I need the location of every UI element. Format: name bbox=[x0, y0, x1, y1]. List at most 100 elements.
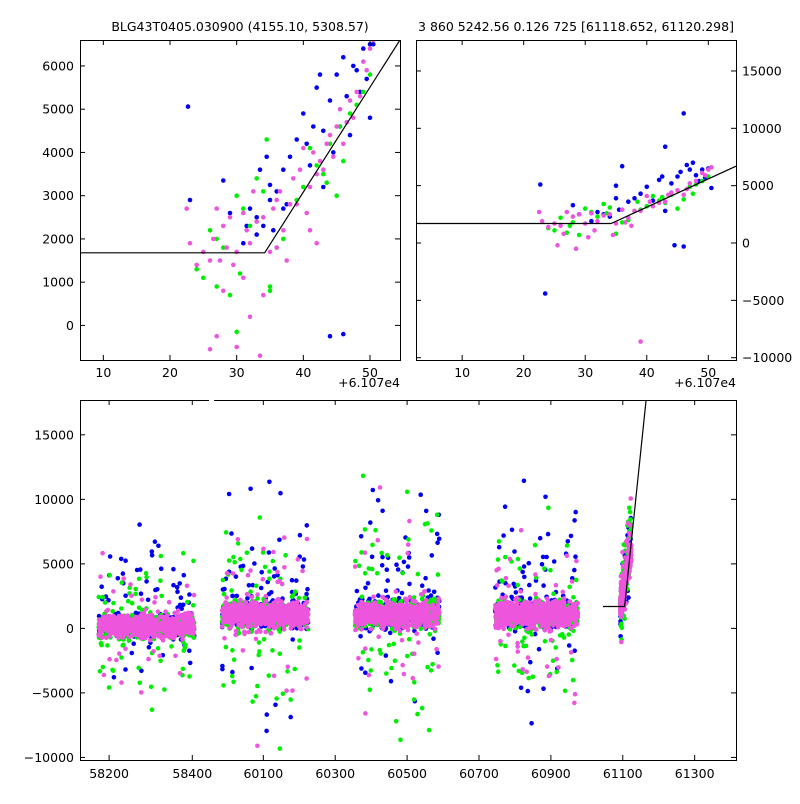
zoom-point-blue bbox=[334, 72, 339, 77]
full-point-blue bbox=[355, 589, 360, 594]
full-point-blue bbox=[248, 487, 253, 492]
zoom-point-pink bbox=[218, 258, 223, 263]
zoom-point-pink bbox=[208, 258, 213, 263]
full-point-blue bbox=[380, 509, 385, 514]
wide-point-blue bbox=[691, 160, 696, 165]
zoom-point-blue bbox=[314, 85, 319, 90]
full-point-green bbox=[429, 668, 434, 673]
full-point-green bbox=[281, 691, 286, 696]
full-point-green bbox=[111, 601, 116, 606]
full-point-green bbox=[254, 584, 259, 589]
wide-point-pink bbox=[688, 181, 693, 186]
full-point-pink bbox=[147, 619, 152, 624]
full-point-pink bbox=[172, 630, 177, 635]
zoom-point-blue bbox=[268, 183, 273, 188]
full-point-pink bbox=[244, 600, 249, 605]
full-point-pink bbox=[151, 649, 156, 654]
full-point-pink bbox=[143, 607, 148, 612]
full-point-green bbox=[360, 595, 365, 600]
full-point-green bbox=[370, 567, 375, 572]
wide-point-blue bbox=[620, 164, 625, 169]
full-point-blue bbox=[220, 667, 225, 672]
full-point-green bbox=[620, 626, 625, 631]
zoom-point-pink bbox=[311, 150, 316, 155]
zoom-point-pink bbox=[274, 198, 279, 203]
full-point-green bbox=[231, 680, 236, 685]
wide-point-blue bbox=[614, 196, 619, 201]
zoom-point-blue bbox=[371, 42, 376, 47]
full-point-pink bbox=[153, 595, 158, 600]
wide-plot-area bbox=[416, 111, 736, 344]
zoom-ytick-label: 3000 bbox=[42, 188, 74, 203]
full-point-green bbox=[379, 551, 384, 556]
wide-point-pink bbox=[629, 224, 634, 229]
full-point-blue bbox=[150, 549, 155, 554]
full-point-green bbox=[136, 666, 141, 671]
full-point-green bbox=[119, 606, 124, 611]
wide-point-pink bbox=[694, 179, 699, 184]
full-point-green bbox=[297, 645, 302, 650]
full-point-blue bbox=[552, 559, 557, 564]
full-point-green bbox=[385, 553, 390, 558]
zoom-point-pink bbox=[221, 224, 226, 229]
wide-model-line bbox=[416, 166, 736, 223]
zoom-point-blue bbox=[248, 206, 253, 211]
full-point-green bbox=[224, 645, 229, 650]
full-point-green bbox=[353, 559, 358, 564]
full-point-blue bbox=[241, 564, 246, 569]
full-point-blue bbox=[510, 528, 515, 533]
zoom-point-blue bbox=[368, 116, 373, 121]
full-point-green bbox=[130, 601, 135, 606]
full-point-green bbox=[230, 648, 235, 653]
full-point-blue bbox=[519, 686, 524, 691]
wide-point-blue bbox=[694, 173, 699, 178]
full-point-pink bbox=[142, 621, 147, 626]
zoom-point-pink bbox=[194, 263, 199, 268]
full-point-pink bbox=[114, 658, 119, 663]
full-point-pink bbox=[121, 576, 126, 581]
full-point-green bbox=[232, 657, 237, 662]
full-point-blue bbox=[407, 555, 412, 560]
full-point-blue bbox=[368, 520, 373, 525]
full-point-pink bbox=[185, 584, 190, 589]
full-point-green bbox=[232, 560, 237, 565]
zoom-point-blue bbox=[228, 211, 233, 216]
zoom-point-blue bbox=[308, 163, 313, 168]
wide-point-green bbox=[601, 202, 606, 207]
zoom-point-blue bbox=[261, 224, 266, 229]
wide-point-pink bbox=[638, 339, 643, 344]
zoom-point-green bbox=[248, 224, 253, 229]
zoom-point-pink bbox=[274, 245, 279, 250]
zoom-point-pink bbox=[358, 94, 363, 99]
full-point-blue bbox=[522, 575, 527, 580]
full-point-green bbox=[230, 674, 235, 679]
full-point-blue bbox=[153, 539, 158, 544]
zoom-point-pink bbox=[214, 206, 219, 211]
full-point-pink bbox=[102, 625, 107, 630]
full-point-green bbox=[144, 571, 149, 576]
full-point-green bbox=[565, 543, 570, 548]
full-point-green bbox=[518, 566, 523, 571]
full-point-pink bbox=[184, 622, 189, 627]
full-point-blue bbox=[259, 570, 264, 575]
full-point-green bbox=[516, 557, 521, 562]
full-point-pink bbox=[143, 636, 148, 641]
full-point-pink bbox=[163, 609, 168, 614]
full-point-green bbox=[428, 632, 433, 637]
zoom-point-blue bbox=[254, 232, 259, 237]
wide-frame bbox=[417, 41, 737, 361]
full-point-blue bbox=[259, 586, 264, 591]
full-point-blue bbox=[429, 593, 434, 598]
wide-point-pink bbox=[540, 219, 545, 224]
full-point-pink bbox=[97, 617, 102, 622]
full-point-green bbox=[361, 474, 366, 479]
full-point-pink bbox=[167, 635, 172, 640]
full-point-blue bbox=[407, 582, 412, 587]
full-point-green bbox=[185, 600, 190, 605]
full-point-green bbox=[156, 646, 161, 651]
full-point-blue bbox=[175, 589, 180, 594]
full-point-blue bbox=[522, 479, 527, 484]
full-point-green bbox=[391, 642, 396, 647]
full-point-blue bbox=[529, 721, 534, 726]
zoom-point-blue bbox=[361, 46, 366, 51]
